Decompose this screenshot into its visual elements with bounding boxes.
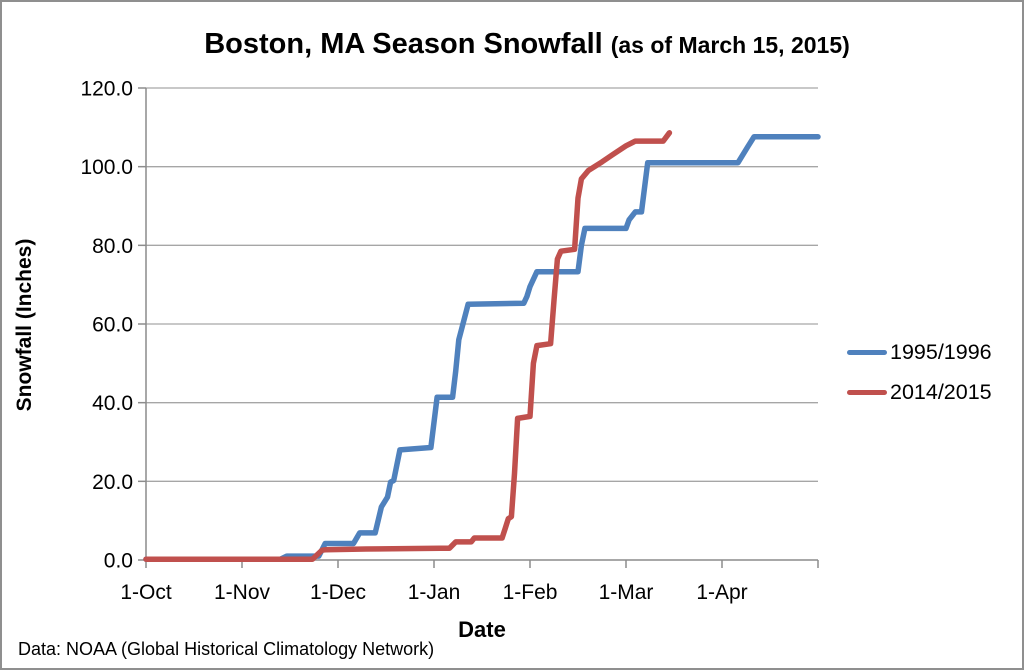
legend-item-1995-1996: 1995/1996 (847, 332, 992, 372)
source-note: Data: NOAA (Global Historical Climatolog… (18, 639, 435, 659)
y-tick-label: 20.0 (92, 471, 133, 494)
series-line-1995-1996 (143, 134, 821, 562)
y-tick-label: 100.0 (80, 156, 133, 179)
y-tick-label: 80.0 (92, 235, 133, 258)
series-line-2014-2015 (143, 130, 673, 562)
legend-label: 2014/2015 (890, 379, 992, 404)
y-axis-title: Snowfall (Inches) (13, 238, 36, 412)
chart-title-suffix: (as of March 15, 2015) (610, 32, 850, 58)
legend-item-2014-2015: 2014/2015 (847, 372, 992, 412)
y-tick-label: 120.0 (80, 78, 133, 101)
legend: 1995/1996 2014/2015 (847, 332, 992, 412)
y-tick-label: 0.0 (104, 550, 133, 573)
x-tick-label: 1-Feb (503, 581, 558, 604)
chart-title: Boston, MA Season Snowfall (as of March 1… (32, 28, 1022, 61)
y-tick-label: 40.0 (92, 392, 133, 415)
x-tick-label: 1-Apr (696, 581, 747, 604)
x-tick-label: 1-Oct (120, 581, 172, 604)
x-axis-title: Date (458, 617, 506, 642)
x-tick-label: 1-Mar (599, 581, 654, 604)
legend-swatch-blue (847, 349, 887, 355)
x-tick-label: 1-Nov (214, 581, 271, 604)
x-tick-label: 1-Dec (310, 581, 366, 604)
legend-label: 1995/1996 (890, 339, 992, 364)
x-tick-label: 1-Jan (408, 581, 461, 604)
legend-swatch-red (847, 389, 887, 395)
y-tick-label: 60.0 (92, 314, 133, 337)
chart-title-main: Boston, MA Season Snowfall (204, 28, 603, 60)
